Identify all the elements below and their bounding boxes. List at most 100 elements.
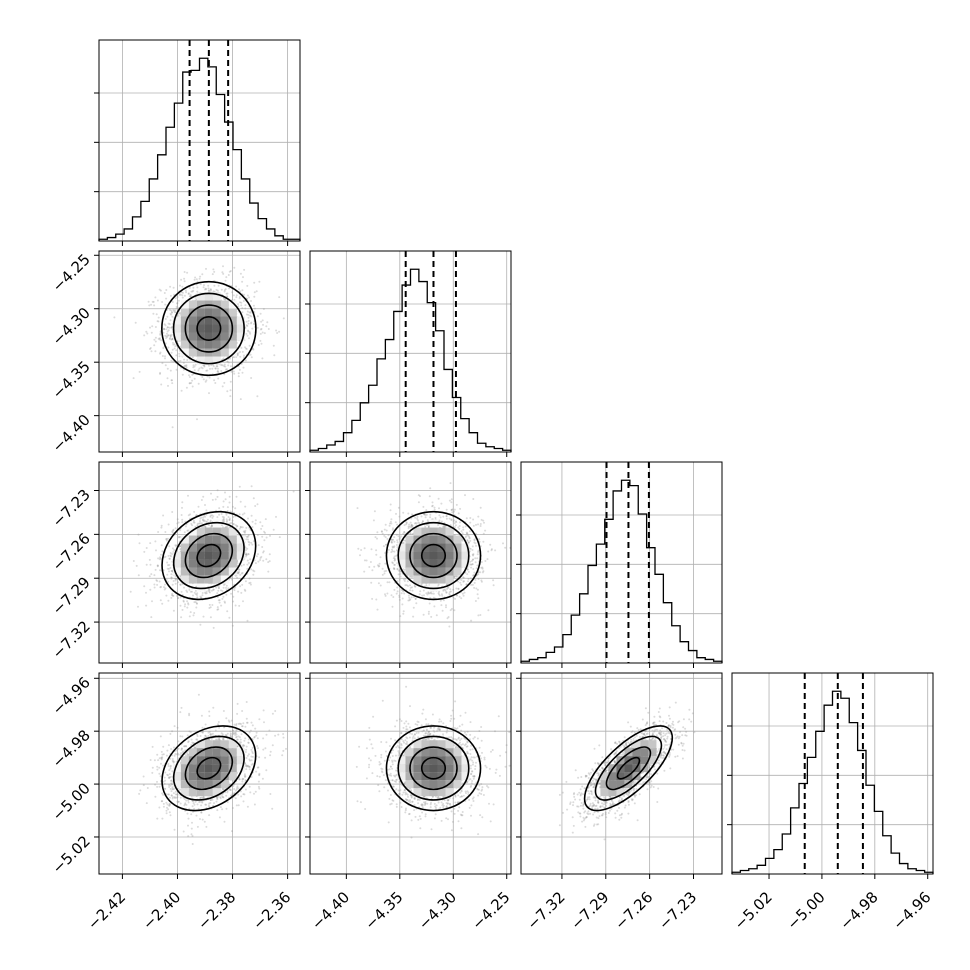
panel-background	[732, 673, 933, 874]
sample-point	[172, 609, 175, 612]
sample-point	[171, 426, 174, 429]
sample-point	[172, 343, 175, 346]
sample-point	[157, 320, 160, 323]
sample-point	[167, 554, 170, 557]
sample-point	[257, 560, 260, 563]
sample-point	[179, 359, 182, 362]
sample-point	[170, 351, 173, 354]
sample-point	[184, 364, 187, 367]
sample-point	[196, 418, 198, 421]
sample-point	[248, 582, 251, 585]
sample-point	[196, 594, 198, 596]
sample-point	[464, 525, 467, 528]
sample-point	[237, 590, 240, 593]
histogram-step-1	[98, 57, 301, 241]
sample-point	[452, 520, 455, 523]
sample-point	[184, 525, 187, 528]
sample-point	[208, 392, 210, 395]
sample-point	[179, 284, 181, 287]
histogram-step-3	[520, 479, 723, 663]
sample-point	[249, 583, 252, 586]
sample-point	[272, 344, 275, 347]
sample-point	[261, 357, 264, 360]
sample-point	[477, 597, 480, 600]
scatter-panel-3-1	[94, 461, 301, 668]
sample-point	[163, 586, 165, 589]
sample-point	[399, 573, 402, 575]
sample-point	[163, 292, 166, 294]
sample-point	[266, 321, 269, 324]
sample-point	[426, 523, 429, 526]
sample-point	[217, 367, 219, 370]
sample-point	[168, 545, 171, 548]
sample-point	[166, 336, 169, 338]
sample-point	[262, 323, 264, 326]
sample-point	[472, 553, 475, 556]
sample-point	[252, 573, 255, 576]
sample-point	[247, 534, 250, 537]
sample-point	[169, 319, 172, 322]
sample-point	[204, 287, 207, 290]
sample-point	[191, 379, 194, 382]
sample-point	[477, 578, 480, 581]
sample-point	[202, 495, 205, 498]
sample-point	[261, 546, 264, 548]
sample-point	[149, 348, 151, 350]
density-cell	[204, 324, 213, 333]
sample-point	[201, 594, 204, 597]
sample-point	[472, 524, 475, 527]
sample-point	[243, 293, 246, 296]
density-cell	[220, 551, 229, 560]
sample-point	[225, 520, 228, 523]
sample-point	[181, 296, 184, 299]
sample-point	[169, 312, 172, 315]
sample-point	[388, 524, 391, 527]
sample-point	[449, 590, 452, 593]
sample-point	[189, 295, 192, 298]
sample-point	[192, 521, 195, 524]
sample-point	[167, 523, 170, 526]
sample-point	[372, 519, 375, 522]
sample-point	[236, 525, 239, 528]
sample-point	[204, 520, 207, 523]
sample-point	[187, 292, 190, 295]
sample-point	[241, 307, 244, 310]
sample-point	[461, 532, 464, 535]
sample-point	[205, 592, 208, 595]
sample-point	[473, 538, 476, 541]
sample-point	[208, 376, 211, 379]
sample-point	[481, 571, 484, 574]
sample-point	[487, 550, 490, 553]
sample-point	[486, 558, 489, 561]
sample-point	[175, 354, 178, 357]
sample-point	[175, 349, 178, 352]
sample-point	[154, 350, 157, 353]
sample-point	[452, 588, 455, 591]
sample-point	[247, 316, 250, 319]
sample-point	[188, 588, 191, 591]
sample-point	[224, 298, 227, 301]
sample-point	[242, 530, 245, 533]
sample-point	[170, 596, 173, 599]
sample-point	[454, 524, 457, 527]
sample-point	[164, 531, 167, 533]
sample-point	[250, 541, 253, 544]
sample-point	[222, 265, 224, 268]
sample-point	[214, 367, 217, 370]
sample-point	[238, 297, 241, 300]
sample-point	[166, 326, 169, 329]
density-cell	[196, 340, 205, 349]
sample-point	[427, 612, 430, 615]
sample-point	[371, 569, 374, 572]
sample-point	[239, 585, 242, 588]
sample-point	[204, 515, 207, 518]
sample-point	[224, 368, 227, 371]
sample-point	[176, 595, 178, 597]
sample-point	[182, 361, 185, 364]
sample-point	[422, 613, 425, 616]
sample-point	[393, 563, 396, 566]
sample-point	[171, 547, 174, 550]
sample-point	[262, 559, 265, 562]
sample-point	[415, 602, 418, 605]
sample-point	[453, 508, 456, 511]
